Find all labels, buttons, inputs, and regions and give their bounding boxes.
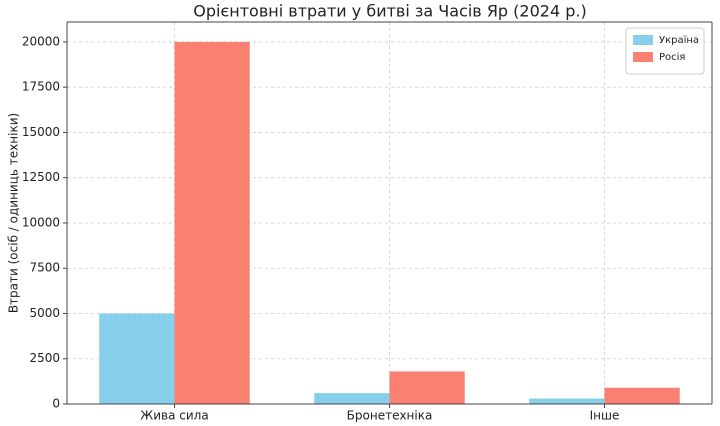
bar xyxy=(604,387,680,404)
bar xyxy=(389,371,465,404)
legend-label: Україна xyxy=(659,35,699,46)
bar xyxy=(99,313,175,404)
bar xyxy=(174,41,250,404)
y-tick-label: 15000 xyxy=(22,125,60,139)
legend-swatch xyxy=(633,35,653,45)
legend: Україна Росія xyxy=(625,27,705,75)
bar xyxy=(314,393,390,404)
y-axis-label: Втрати (осіб / одиниць техніки) xyxy=(7,113,21,313)
y-tick-label: 10000 xyxy=(22,215,60,229)
chart-title: Орієнтовні втрати у битві за Часів Яр (2… xyxy=(193,2,586,21)
y-tick-label: 2500 xyxy=(29,351,60,365)
x-tick-label: Жива сила xyxy=(140,409,208,423)
y-tick-label: 5000 xyxy=(29,306,60,320)
x-tick-label: Інше xyxy=(590,409,620,423)
y-tick-label: 17500 xyxy=(22,80,60,94)
bar xyxy=(529,398,605,404)
y-tick-label: 7500 xyxy=(29,261,60,275)
legend-label: Росія xyxy=(659,51,685,63)
legend-swatch xyxy=(633,52,653,62)
x-tick-label: Бронетехніка xyxy=(347,409,433,423)
y-tick-label: 0 xyxy=(52,397,60,411)
y-tick-label: 20000 xyxy=(22,34,60,48)
y-tick-label: 12500 xyxy=(22,170,60,184)
